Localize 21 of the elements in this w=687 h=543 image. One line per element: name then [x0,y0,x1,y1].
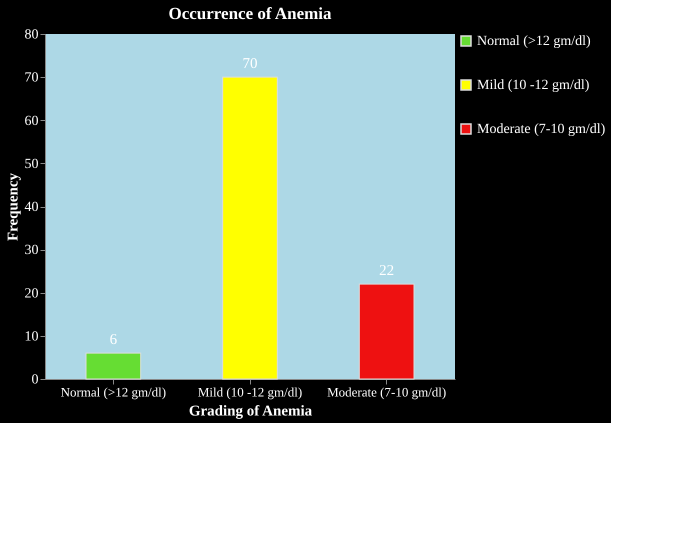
y-tick-label: 20 [24,286,38,302]
data-label: 22 [379,263,394,280]
legend-label: Mild (10 -12 gm/dl) [477,78,590,93]
y-tick-label: 80 [24,28,38,42]
y-tick-label: 10 [24,329,38,344]
legend-label: Moderate (7-10 gm/dl) [477,122,606,137]
y-tick-label: 0 [32,372,38,388]
x-tick-label: Normal (>12 gm/dl) [60,384,166,400]
data-label: 70 [242,56,258,72]
data-label: 6 [110,332,118,348]
chart-title: Occurrence of Anemia [168,4,332,23]
y-tick-label: 70 [24,70,38,86]
x-tick-label: Moderate (7-10 gm/dl) [327,384,446,400]
x-axis-title: Grading of Anemia [188,404,313,420]
y-tick-label: 30 [24,243,38,258]
y-tick-label: 40 [24,200,38,215]
y-axis-title: Frequency [6,172,22,242]
y-tick-label: 50 [24,156,38,172]
x-tick-label: Mild (10 -12 gm/dl) [198,384,302,400]
legend-label: Normal (>12 gm/dl) [477,34,591,49]
y-tick-label: 60 [24,114,38,129]
